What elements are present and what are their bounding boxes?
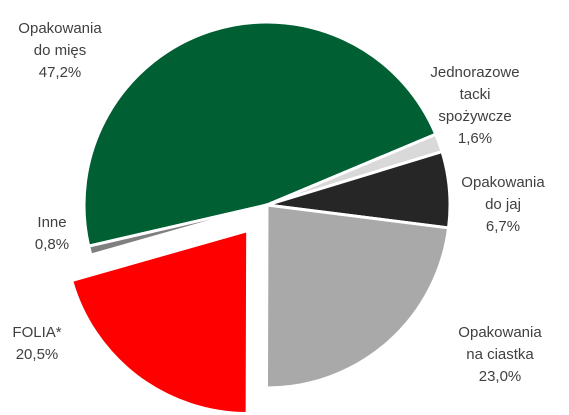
pie-slice — [264, 203, 451, 390]
slice-label: Jednorazowe tacki spożywcze 1,6% — [428, 62, 522, 150]
pie-slice — [69, 228, 250, 415]
category-label: FOLIA* — [12, 324, 62, 341]
value-label: 6,7% — [485, 218, 521, 235]
value-label: 0,8% — [34, 236, 70, 253]
category-label: Opakowania do mięs — [18, 20, 102, 59]
value-label: 23,0% — [478, 368, 522, 385]
slice-label: Inne 0,8% — [35, 212, 69, 256]
value-label: 20,5% — [15, 346, 59, 363]
value-label: 1,6% — [457, 130, 493, 147]
slice-label: Opakowania na ciastka 23,0% — [458, 322, 541, 388]
category-label: Opakowania do jaj — [461, 174, 545, 213]
slice-label: FOLIA* 20,5% — [12, 322, 61, 366]
category-label: Opakowania na ciastka — [458, 324, 542, 363]
slice-label: Opakowania do jaj 6,7% — [461, 172, 544, 238]
pie-slice — [82, 20, 438, 248]
pie-slice — [86, 203, 268, 257]
category-label: Inne — [37, 214, 67, 231]
slice-label: Opakowania do mięs 47,2% — [18, 18, 101, 84]
category-label: Jednorazowe tacki spożywcze — [430, 64, 520, 125]
value-label: 47,2% — [38, 64, 82, 81]
